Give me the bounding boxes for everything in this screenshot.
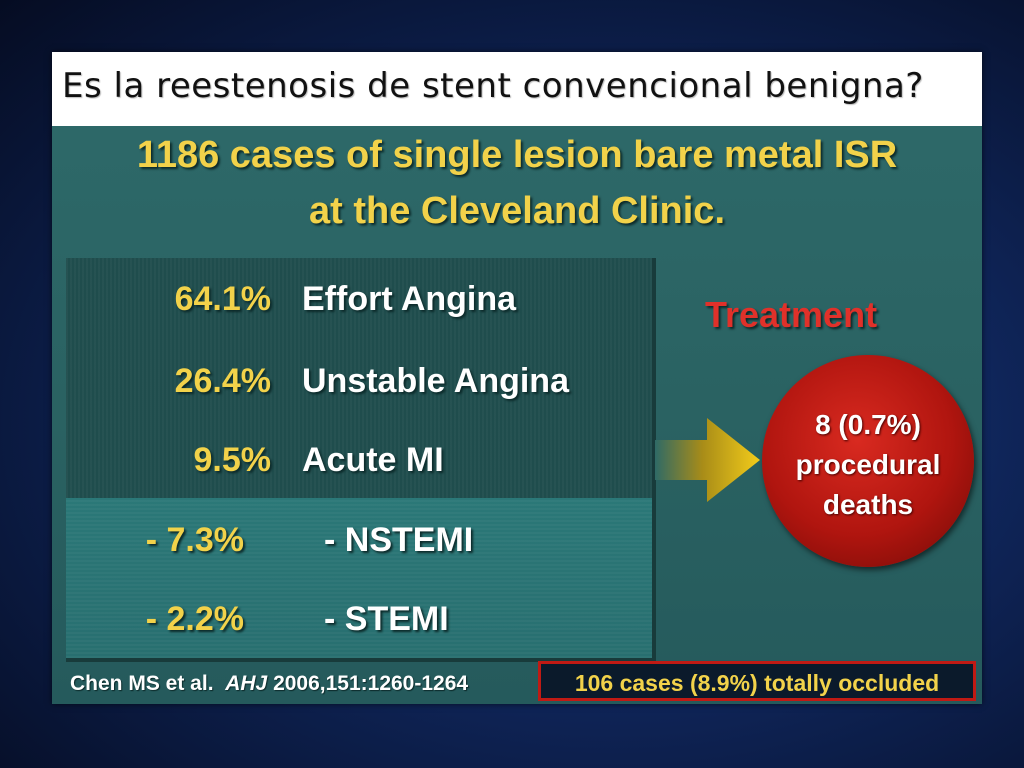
- row-label: - STEMI: [324, 600, 449, 638]
- title-bar: Es la reestenosis de stent convencional …: [52, 52, 982, 126]
- row-percent: 26.4%: [174, 362, 271, 400]
- presentation-row: - 2.2% - STEMI: [66, 600, 652, 660]
- panel-highlight: [66, 258, 652, 498]
- presentation-panel: 64.1% Effort Angina 26.4% Unstable Angin…: [66, 258, 656, 662]
- circle-line-1: 8 (0.7%): [815, 409, 921, 440]
- circle-line-3: deaths: [822, 489, 914, 520]
- heading-line-2: at the Cleveland Clinic.: [309, 190, 725, 232]
- citation-authors: Chen MS et al.: [70, 672, 214, 695]
- procedural-deaths-circle: 8 (0.7%) procedural deaths: [762, 355, 974, 567]
- slide-title: Es la reestenosis de stent convencional …: [62, 66, 924, 106]
- citation-ref: 2006,151:1260-1264: [273, 672, 469, 695]
- circle-line-2: procedural: [795, 449, 941, 480]
- row-label: Acute MI: [302, 441, 444, 479]
- occluded-box: 106 cases (8.9%) totally occluded: [538, 661, 976, 701]
- presentation-row: - 7.3% - NSTEMI: [66, 521, 652, 581]
- presentation-row: 9.5% Acute MI: [66, 441, 652, 501]
- row-percent: - 2.2%: [145, 600, 244, 638]
- treatment-label: Treatment: [705, 294, 878, 335]
- row-percent: 9.5%: [193, 441, 272, 479]
- arrow-right-icon: [655, 418, 760, 502]
- citation-journal: AHJ: [225, 672, 268, 695]
- row-percent: 64.1%: [174, 280, 271, 318]
- row-label: Effort Angina: [302, 280, 517, 318]
- citation: Chen MS et al. AHJ 2006,151:1260-1264: [70, 672, 468, 696]
- presentation-row: 64.1% Effort Angina: [66, 280, 652, 340]
- row-label: - NSTEMI: [324, 521, 474, 559]
- occluded-text: 106 cases (8.9%) totally occluded: [574, 670, 940, 696]
- heading-line-1: 1186 cases of single lesion bare metal I…: [136, 134, 898, 176]
- presentation-row: 26.4% Unstable Angina: [66, 362, 652, 422]
- circle-text: 8 (0.7%) procedural deaths: [762, 405, 974, 525]
- row-label: Unstable Angina: [302, 362, 569, 400]
- row-percent: - 7.3%: [145, 521, 244, 559]
